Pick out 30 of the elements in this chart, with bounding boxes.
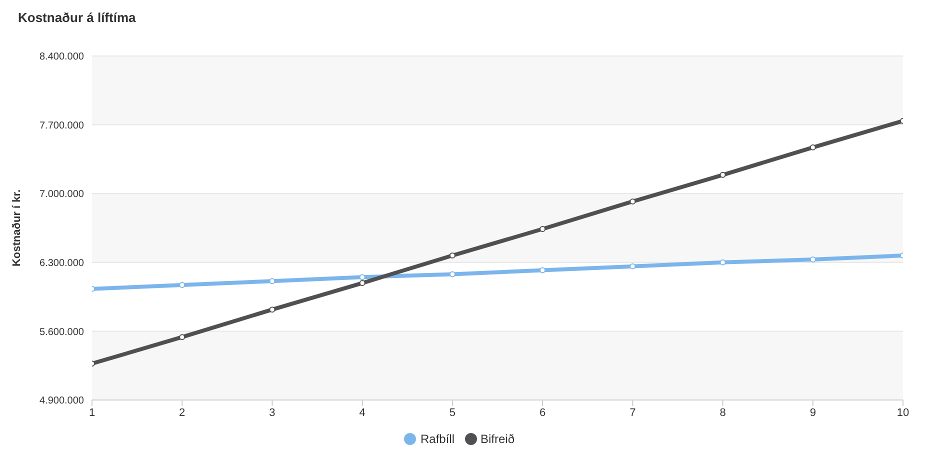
x-tick-label: 3: [269, 406, 276, 419]
point: [630, 198, 636, 204]
x-tick-label: 8: [720, 406, 726, 419]
x-tick-label: 9: [810, 406, 816, 419]
chart-title: Kostnaður á líftíma: [18, 10, 136, 25]
x-tick-label: 6: [539, 406, 546, 419]
y-tick-label: 6.300.000: [40, 258, 84, 269]
point: [269, 306, 276, 313]
y-axis-title: Kostnaður í kr.: [10, 189, 23, 267]
point: [449, 252, 456, 259]
point: [359, 280, 366, 286]
y-tick-label: 8.400.000: [40, 52, 84, 63]
legend-label: Rafbíll: [420, 432, 454, 446]
x-tick-label: 5: [449, 406, 456, 419]
line-series: [92, 118, 903, 367]
x-tick-label: 7: [630, 406, 636, 419]
point: [540, 226, 546, 232]
x-tick-label: 1: [88, 406, 96, 419]
x-tick-label: 10: [896, 406, 910, 419]
point: [810, 144, 816, 150]
x-tick-label: 4: [359, 406, 366, 419]
legend-label: Bifreið: [480, 432, 515, 446]
point: [720, 172, 726, 178]
x-tick-label: 2: [179, 406, 186, 419]
y-tick-label: 5.600.000: [40, 326, 84, 338]
line-series: [92, 252, 903, 292]
y-tick-label: 7.700.000: [40, 120, 84, 132]
y-tick-label: 7.000.000: [40, 189, 84, 200]
y-tick-label: 4.900.000: [40, 396, 84, 407]
point: [179, 334, 186, 340]
